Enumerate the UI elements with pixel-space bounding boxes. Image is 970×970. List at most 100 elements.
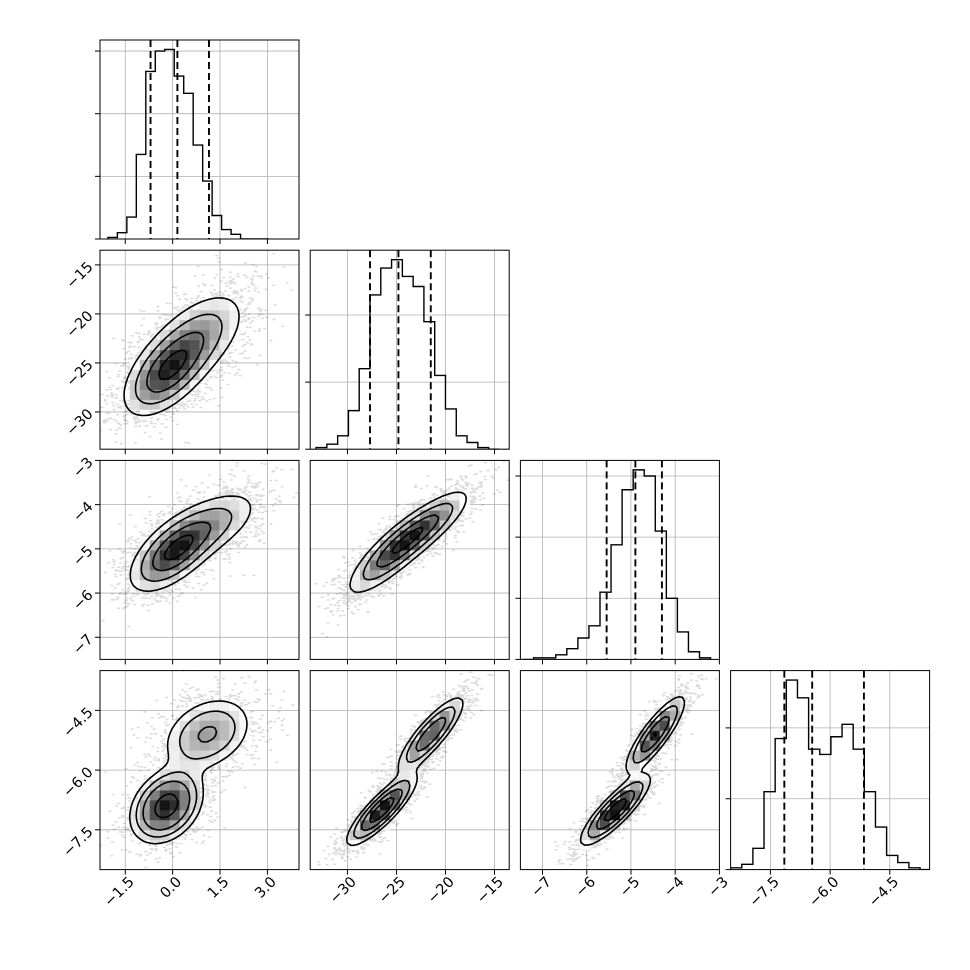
density-cell (229, 740, 240, 751)
density-cell (159, 559, 171, 571)
hist-frame (309, 249, 510, 450)
scatter-panel-2-3 (309, 459, 510, 665)
panel-content (310, 670, 510, 870)
contour-level-4 (345, 697, 464, 847)
density-cell (149, 540, 161, 551)
density-cell (179, 520, 190, 531)
y-tick-label: −6 (70, 587, 96, 613)
density-cell (169, 339, 180, 351)
density-cell (189, 790, 200, 801)
density-cell (179, 710, 190, 721)
density-cell (169, 329, 180, 341)
density-cell (359, 809, 371, 821)
contour-level-1 (158, 349, 188, 381)
y-tick-label: −15 (64, 259, 97, 292)
density-cell (179, 319, 190, 331)
density-cell (169, 799, 180, 811)
density-cell (169, 549, 180, 561)
density-cell (209, 750, 220, 761)
hist-frame (519, 459, 720, 660)
density-cell (149, 770, 161, 781)
density-cell (419, 730, 430, 741)
x-tick-label: 1.5 (205, 874, 233, 902)
density-cell (189, 809, 200, 821)
panel-content (100, 250, 299, 450)
x-tick-label: −1.5 (101, 874, 137, 910)
density-cell (409, 750, 421, 761)
density-cell (199, 369, 210, 380)
contour-level-1 (154, 793, 179, 819)
density-cell (639, 730, 651, 741)
density-cell (209, 299, 220, 311)
density-cell (169, 730, 180, 741)
density-cell (399, 750, 411, 761)
panel-content (310, 460, 510, 660)
density-cell (229, 299, 240, 311)
density-cell (629, 799, 641, 811)
density-cell (159, 569, 171, 581)
density-cell (669, 710, 680, 721)
contour-level-1 (391, 526, 424, 555)
density-cell (629, 780, 641, 791)
density-cell (139, 829, 151, 841)
density-cell (209, 740, 220, 751)
density-cell (129, 569, 141, 581)
density-cell (149, 559, 161, 571)
density-cell (409, 510, 421, 521)
density-cell (379, 809, 391, 821)
density-cell (179, 309, 190, 321)
density-cell (129, 579, 141, 591)
density-cell (600, 829, 611, 841)
density-cell (159, 359, 171, 370)
panel-frame (99, 459, 300, 660)
density-cell (629, 790, 641, 801)
density-cell (149, 780, 161, 791)
density-cell (189, 760, 200, 771)
contour-level-2 (146, 331, 205, 393)
density-cell (369, 549, 381, 561)
density-cell (449, 490, 460, 501)
density-cell (179, 540, 190, 551)
density-cell (419, 540, 430, 551)
contour-level-3 (135, 710, 236, 838)
density-cell (379, 790, 391, 801)
density-cell (449, 500, 460, 511)
density-cell (429, 500, 440, 511)
density-cell (439, 510, 450, 521)
density-cell (219, 500, 230, 511)
density-cell (139, 399, 151, 410)
density-cell (129, 389, 141, 400)
hist-panel-4 (725, 670, 931, 875)
density-cell (129, 559, 141, 571)
y-tick-label: −4.5 (60, 705, 96, 741)
hist-panel-3 (515, 459, 720, 665)
density-cell (189, 530, 200, 541)
density-cell (209, 319, 220, 331)
panel-frame (309, 459, 510, 660)
density-cell (580, 829, 591, 841)
density-cell (189, 329, 200, 341)
density-cell (219, 700, 230, 711)
density-cell (639, 770, 651, 781)
density-cell (399, 770, 411, 781)
density-cell (209, 500, 220, 511)
density-cell (199, 299, 210, 311)
density-cell (179, 389, 190, 400)
density-cell (219, 319, 230, 331)
density-cell (229, 730, 240, 741)
density-cell (179, 720, 190, 731)
density-cell (409, 770, 421, 781)
y-tick-label: −7.5 (60, 824, 96, 860)
density-cell (159, 389, 171, 400)
density-cell (590, 829, 601, 841)
density-cell (439, 500, 450, 511)
density-cell (209, 339, 220, 351)
density-cell (639, 780, 651, 791)
x-tick-label: −7.5 (747, 874, 783, 910)
y-tick-label: −7 (70, 632, 96, 658)
contour-level-3 (134, 313, 223, 405)
density-cell (149, 389, 161, 400)
density-cell (149, 349, 161, 361)
x-tick-label: −30 (327, 874, 360, 907)
density-cell (179, 790, 190, 801)
